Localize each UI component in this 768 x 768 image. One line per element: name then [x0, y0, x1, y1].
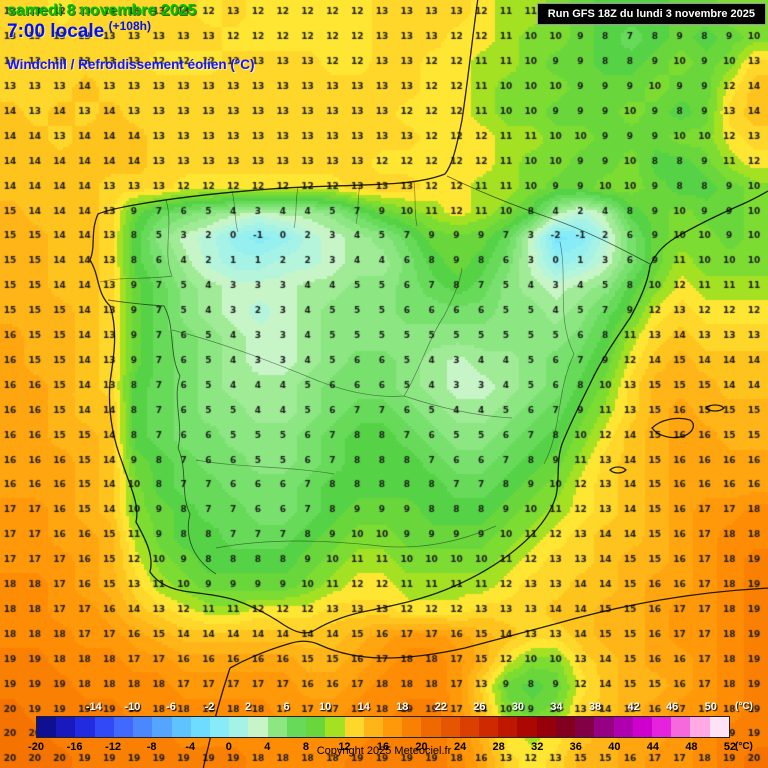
colorbar-label: -4: [185, 741, 196, 753]
colorbar-label: 44: [646, 741, 659, 753]
colorbar-label: 12: [338, 741, 351, 753]
colorbar-label: 16: [376, 741, 390, 753]
colorbar-segment: [632, 717, 652, 737]
colorbar-segment: [344, 717, 364, 737]
colorbar-segment: [402, 717, 422, 737]
colorbar-label: -20: [28, 741, 44, 753]
colorbar-segment: [690, 717, 710, 737]
colorbar-label: 46: [666, 701, 679, 713]
colorbar-label: -14: [85, 701, 102, 713]
colorbar-label: 42: [627, 701, 640, 713]
colorbar-label: 8: [302, 741, 309, 753]
colorbar-label: 40: [608, 741, 621, 753]
colorbar-segment: [152, 717, 172, 737]
colorbar-segment: [382, 717, 403, 737]
colorbar: [36, 716, 730, 738]
colorbar-segment: [421, 717, 441, 737]
colorbar-label: -2: [204, 701, 215, 713]
colorbar-label: 14: [357, 701, 370, 713]
colorbar-label: 0: [225, 741, 232, 753]
colorbar-segment: [459, 717, 480, 737]
colorbar-segment: [325, 717, 345, 737]
colorbar-segment: [56, 717, 76, 737]
colorbar-segment: [517, 717, 537, 737]
colorbar-label: 30: [511, 701, 525, 713]
colorbar-segment: [229, 717, 249, 737]
colorbar-segment: [94, 717, 114, 737]
colorbar-label: 32: [531, 741, 544, 753]
colorbar-segment: [536, 717, 556, 737]
colorbar-segment: [248, 717, 268, 737]
colorbar-label: 2: [244, 701, 252, 713]
colorbar-segment: [363, 717, 383, 737]
colorbar-segment: [190, 717, 210, 737]
colorbar-label: -8: [146, 741, 157, 753]
colorbar-label: 36: [569, 741, 582, 753]
colorbar-label: 28: [492, 741, 505, 753]
forecast-date: samedi 8 novembre 2025: [7, 2, 197, 19]
colorbar-label: 50: [704, 701, 717, 713]
colorbar-label: 18: [396, 701, 409, 713]
colorbar-segment: [306, 717, 326, 737]
forecast-offset: (+108h): [108, 19, 151, 34]
colorbar-segment: [286, 717, 307, 737]
colorbar-segment: [671, 717, 691, 737]
colorbar-segment: [209, 717, 230, 737]
colorbar-segment: [594, 717, 614, 737]
colorbar-segment: [613, 717, 633, 737]
colorbar-segment: [555, 717, 576, 737]
colorbar-label: 10: [319, 701, 332, 713]
colorbar-label: 4: [264, 741, 271, 753]
colorbar-bottom-labels: -20 -16 -12 -8 -4 0 4 8 12 16 20 24 28 32 36 40 44 48 52: [28, 741, 736, 753]
colorbar-top-labels: -14 -10 -6 -2 2 6 10 14 18 22 26 30 34 38 42 46 50: [36, 701, 730, 713]
colorbar-unit-top: (°C): [735, 701, 753, 712]
colorbar-segment: [709, 717, 729, 737]
run-info-box: Run GFS 18Z du lundi 3 novembre 2025: [536, 3, 766, 25]
colorbar-segment: [133, 717, 153, 737]
colorbar-label: 22: [434, 701, 447, 713]
colorbar-label: -10: [124, 701, 141, 713]
copyright: Copyright 2025 Meteociel.fr: [316, 745, 452, 757]
colorbar-segment: [498, 717, 518, 737]
forecast-time-row: 7:00 locale (+108h): [7, 19, 255, 43]
colorbar-label: 52: [723, 741, 737, 753]
colorbar-segment: [267, 717, 287, 737]
colorbar-segment: [171, 717, 191, 737]
forecast-time: 7:00 locale: [7, 21, 105, 43]
colorbar-label: -16: [66, 741, 83, 753]
colorbar-label: 34: [550, 701, 563, 713]
variable-label: Windchill / Refroidissement éolien (°C): [7, 57, 255, 73]
colorbar-label: 38: [588, 701, 602, 713]
colorbar-label: 6: [283, 701, 290, 713]
colorbar-label: 48: [685, 741, 698, 753]
colorbar-label: 24: [453, 741, 467, 753]
colorbar-segment: [479, 717, 499, 737]
colorbar-label: 20: [415, 741, 428, 753]
colorbar-label: -6: [166, 701, 176, 713]
colorbar-segment: [575, 717, 595, 737]
colorbar-label: 26: [473, 701, 486, 713]
colorbar-segment: [652, 717, 672, 737]
colorbar-segment: [113, 717, 134, 737]
colorbar-segment: [440, 717, 460, 737]
colorbar-unit-bottom: (°C): [735, 741, 753, 752]
colorbar-segment: [75, 717, 95, 737]
colorbar-segment: [37, 717, 57, 737]
map-header: samedi 8 novembre 2025 7:00 locale (+108…: [7, 2, 255, 73]
colorbar-label: -12: [105, 741, 122, 753]
